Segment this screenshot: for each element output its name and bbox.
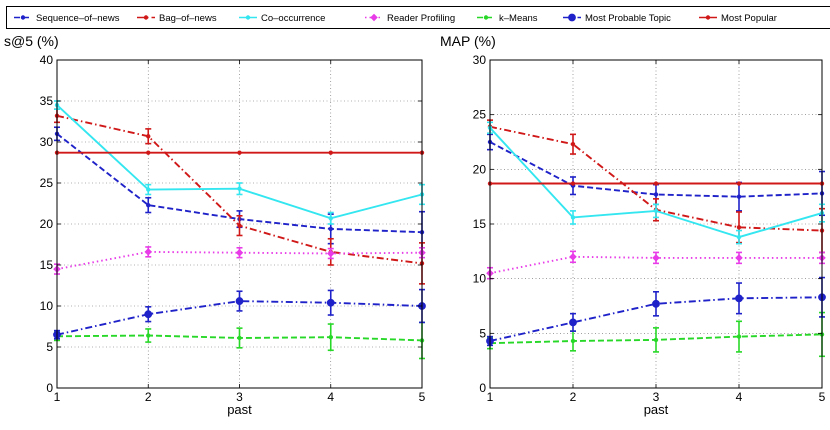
x-tick-label: 2	[570, 390, 577, 404]
y-tick-label: 10	[473, 272, 487, 286]
series-most-popular	[54, 150, 425, 155]
y-tick-label: 0	[46, 381, 53, 395]
data-point	[570, 181, 576, 186]
data-point	[237, 150, 242, 155]
chart-panel-s-at-5: 1 2 3 4 5 0 5 10 15 20 25 30 35 40 s@5 (%) past	[4, 33, 426, 417]
data-point	[144, 248, 153, 256]
legend-label-co-occurrence: Co–occurrence	[261, 13, 325, 24]
data-point	[653, 337, 659, 343]
legend-label-reader-profiling: Reader Profiling	[387, 13, 455, 24]
x-tick-label: 3	[653, 390, 660, 404]
data-point	[736, 225, 742, 230]
x-axis-label: past	[227, 402, 252, 417]
axis-ticks: 1 2 3 4 5 0 5 10 15 20 25 30 35 40	[40, 53, 426, 404]
data-point	[326, 249, 335, 258]
x-tick-label: 1	[487, 390, 494, 404]
data-point	[653, 192, 659, 197]
x-axis-label: past	[644, 402, 669, 417]
data-point	[735, 294, 743, 303]
legend-marker-bag-of-news	[143, 15, 149, 20]
data-point	[652, 299, 660, 308]
x-tick-label: 1	[54, 390, 61, 404]
data-point	[736, 194, 742, 199]
data-point	[735, 254, 743, 262]
data-point	[653, 181, 659, 186]
legend-label-most-probable-topic: Most Probable Topic	[585, 13, 671, 24]
legend-marker-most-popular	[705, 15, 711, 20]
legend-marker-co-occurrence	[245, 15, 251, 20]
x-tick-label: 5	[819, 390, 826, 404]
y-tick-label: 35	[40, 94, 54, 108]
y-tick-label: 40	[40, 53, 54, 67]
y-tick-label: 25	[40, 176, 54, 190]
axis-ticks: 1 2 3 4 5 0 5 10 15 20 25 30	[473, 53, 826, 404]
data-point	[328, 334, 333, 340]
data-point	[569, 253, 577, 261]
legend-marker-k-means	[483, 15, 489, 20]
y-tick-label: 30	[473, 53, 487, 67]
series-most-probable-topic	[486, 276, 826, 347]
y-tick-label: 0	[479, 381, 486, 395]
data-point	[653, 208, 659, 214]
legend-label-most-popular: Most Popular	[721, 13, 777, 24]
data-point	[146, 134, 151, 139]
data-point	[144, 310, 153, 319]
data-point	[235, 248, 244, 257]
x-tick-label: 3	[236, 390, 243, 404]
x-tick-label: 5	[419, 390, 426, 404]
data-point	[736, 181, 742, 186]
data-point	[328, 150, 333, 155]
series-most-popular	[487, 181, 825, 186]
data-point	[328, 226, 333, 232]
legend-label-sequence-of-news: Sequence–of–news	[36, 13, 120, 24]
chart-title: s@5 (%)	[4, 33, 59, 49]
data-point	[326, 298, 335, 307]
data-point	[146, 333, 151, 338]
y-tick-label: 30	[40, 135, 54, 149]
legend-box	[6, 6, 830, 29]
legend-marker-most-probable-topic	[568, 13, 576, 22]
x-tick-label: 4	[327, 390, 334, 404]
legend: Sequence–of–news Bag–of–news Co–occurrence…	[6, 6, 830, 29]
y-tick-label: 10	[40, 299, 54, 313]
data-point	[570, 141, 576, 147]
data-point	[570, 338, 576, 344]
data-point	[736, 234, 742, 240]
series-most-probable-topic	[53, 288, 426, 340]
series-line-most-probable-topic	[56, 300, 423, 336]
y-tick-label: 5	[479, 326, 486, 340]
series-layer	[486, 119, 826, 358]
x-tick-label: 2	[145, 390, 152, 404]
data-point	[570, 215, 576, 220]
chart-title: MAP (%)	[440, 33, 496, 49]
data-point	[146, 202, 151, 208]
data-point	[146, 150, 151, 155]
legend-label-bag-of-news: Bag–of–news	[159, 13, 217, 24]
y-tick-label: 15	[473, 217, 487, 231]
data-point	[652, 254, 660, 262]
data-point	[736, 334, 742, 339]
y-tick-label: 20	[473, 162, 487, 176]
data-point	[235, 297, 244, 305]
legend-label-k-means: k–Means	[499, 13, 538, 24]
x-tick-label: 4	[736, 390, 743, 404]
data-point	[146, 187, 151, 192]
chart-panel-map: 1 2 3 4 5 0 5 10 15 20 25 30 MAP (%) past	[440, 33, 826, 417]
data-point	[237, 335, 242, 341]
data-point	[569, 318, 577, 327]
data-point	[237, 186, 242, 191]
legend-marker-sequence-of-news	[20, 15, 26, 20]
y-tick-label: 15	[40, 258, 54, 272]
legend-marker-reader-profiling	[370, 13, 378, 22]
data-point	[328, 216, 333, 221]
y-tick-label: 5	[46, 340, 53, 354]
data-point	[237, 223, 242, 228]
y-tick-label: 20	[40, 217, 54, 231]
y-tick-label: 25	[473, 108, 487, 122]
